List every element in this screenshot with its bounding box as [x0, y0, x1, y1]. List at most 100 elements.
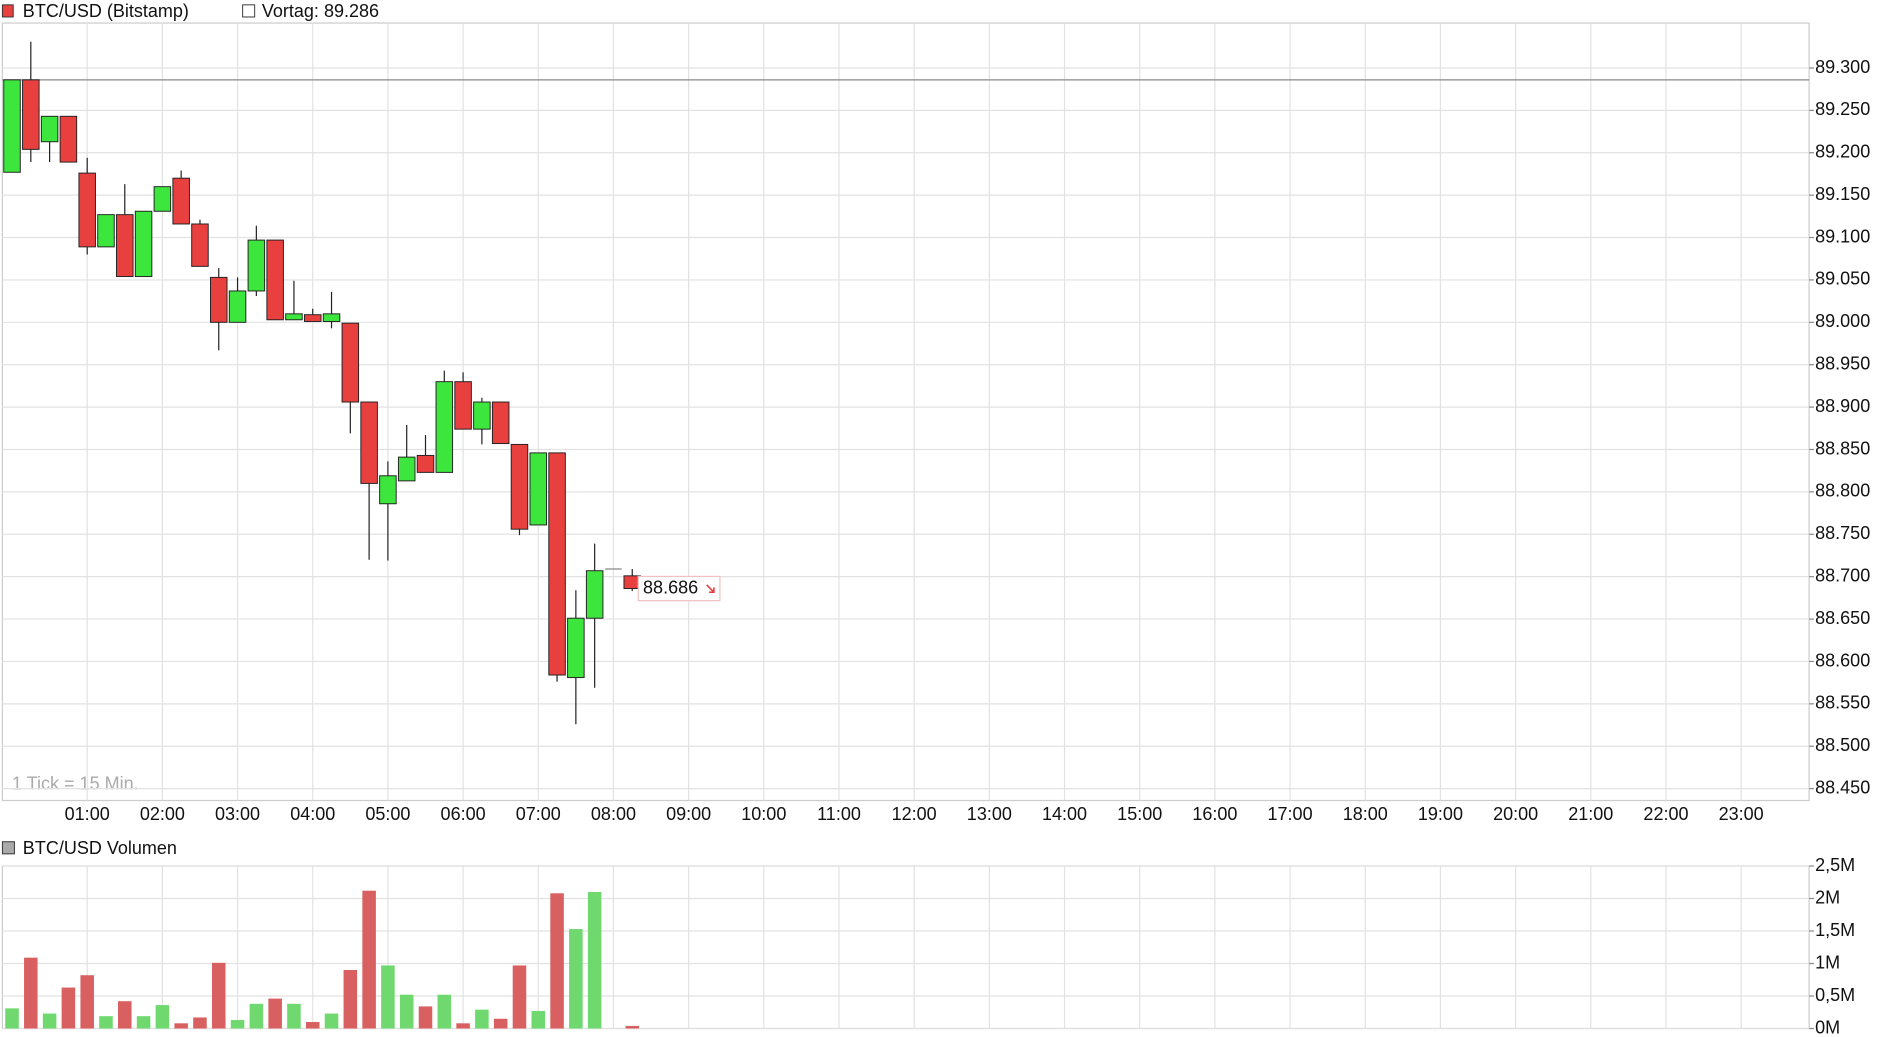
- y-tick-label: 0M: [1815, 1017, 1840, 1037]
- candle-body: [473, 401, 491, 430]
- x-tick-label: 19:00: [1418, 804, 1463, 824]
- candle-body: [397, 456, 416, 482]
- y-tick-label: 88.850: [1815, 438, 1870, 458]
- x-tick-label: 20:00: [1493, 804, 1538, 824]
- volume-bar: [324, 1013, 339, 1029]
- candle-body: [3, 79, 21, 173]
- x-tick-label: 23:00: [1719, 804, 1764, 824]
- x-tick-label: 21:00: [1568, 804, 1613, 824]
- volume-bar: [569, 929, 583, 1029]
- y-tick-label: 0,5M: [1815, 985, 1855, 1005]
- volume-bar: [268, 998, 282, 1029]
- previous-close-label: Vortag: 89.286: [262, 1, 379, 21]
- y-tick-label: 89.000: [1815, 311, 1870, 331]
- volume-bar: [193, 1017, 207, 1029]
- candle-body: [210, 276, 228, 323]
- volume-bar: [456, 1023, 470, 1029]
- x-tick-label: 10:00: [741, 804, 786, 824]
- y-tick-label: 88.650: [1815, 608, 1870, 628]
- y-tick-label: 89.150: [1815, 184, 1870, 204]
- volume-bar: [155, 1005, 170, 1029]
- plot-layer: 01:00 02:00 03:00 04:00 05:00 06:00 07:00 08:00…: [2, 23, 1870, 1037]
- candle-body: [191, 223, 209, 267]
- volume-bar: [249, 1003, 264, 1029]
- x-tick-label: 05:00: [365, 804, 410, 824]
- last-price-label: 88.686: [643, 577, 698, 597]
- volume-bar: [587, 891, 602, 1029]
- candle-body: [416, 454, 435, 473]
- x-tick-label: 17:00: [1268, 804, 1313, 824]
- volume-bar: [99, 1016, 113, 1029]
- x-tick-label: 15:00: [1117, 804, 1162, 824]
- candle-body: [40, 115, 59, 143]
- x-tick-label: 12:00: [892, 804, 937, 824]
- candle-body: [153, 186, 172, 212]
- x-tick-label: 13:00: [967, 804, 1012, 824]
- candle-body: [341, 322, 360, 403]
- y-tick-label: 2M: [1815, 887, 1840, 907]
- volume-bar: [343, 970, 358, 1029]
- candle-body: [548, 452, 566, 676]
- y-tick-label: 88.800: [1815, 481, 1870, 501]
- candle-body: [585, 570, 604, 619]
- candle-body: [134, 210, 153, 278]
- x-tick-label: 04:00: [290, 804, 335, 824]
- volume-bar: [625, 1025, 640, 1029]
- y-tick-label: 89.300: [1815, 57, 1870, 77]
- candle-body: [228, 290, 247, 323]
- volume-bar: [418, 1006, 433, 1029]
- volume-bar: [362, 890, 376, 1029]
- candle-body: [247, 239, 266, 292]
- x-tick-label: 06:00: [441, 804, 486, 824]
- volume-bar: [550, 893, 564, 1029]
- candle-body: [22, 79, 40, 150]
- x-tick-label: 09:00: [666, 804, 711, 824]
- y-tick-label: 89.100: [1815, 226, 1870, 246]
- chart-title: BTC/USD (Bitstamp): [23, 1, 189, 21]
- volume-bar: [531, 1010, 546, 1029]
- x-tick-label: 18:00: [1343, 804, 1388, 824]
- volume-bar: [61, 987, 76, 1029]
- candle-body: [322, 313, 341, 322]
- y-tick-label: 88.550: [1815, 693, 1870, 713]
- candle-body: [285, 313, 303, 321]
- candle-body: [435, 381, 454, 473]
- x-tick-label: 01:00: [65, 804, 110, 824]
- price-panel: [1, 22, 1810, 802]
- y-tick-label: 89.050: [1815, 269, 1870, 289]
- candle-body: [303, 314, 322, 322]
- volume-bar: [24, 957, 38, 1029]
- x-tick-label: 22:00: [1643, 804, 1688, 824]
- x-tick-label: 08:00: [591, 804, 636, 824]
- trend-arrow: [706, 584, 715, 593]
- candle-body: [59, 115, 78, 163]
- y-tick-label: 89.250: [1815, 99, 1870, 119]
- candle-body: [454, 381, 472, 430]
- volume-bar: [230, 1020, 245, 1029]
- y-tick-label: 88.950: [1815, 353, 1870, 373]
- y-tick-label: 88.500: [1815, 735, 1870, 755]
- last-price-box: [637, 575, 721, 602]
- volume-bar: [5, 1008, 19, 1029]
- x-tick-label: 02:00: [140, 804, 185, 824]
- candle-body: [266, 239, 284, 321]
- volume-bar: [305, 1022, 320, 1029]
- legend-swatch: [1, 4, 14, 18]
- volume-bar: [80, 975, 94, 1029]
- volume-title: BTC/USD Volumen: [23, 838, 177, 858]
- candle-body: [97, 214, 115, 248]
- volume-bar: [493, 1018, 508, 1029]
- volume-bar: [42, 1013, 57, 1029]
- volume-bar: [475, 1009, 489, 1029]
- legend-swatch: [242, 4, 256, 18]
- x-tick-label: 16:00: [1192, 804, 1237, 824]
- x-tick-label: 11:00: [817, 804, 861, 824]
- candle-body: [172, 177, 190, 225]
- y-tick-label: 88.600: [1815, 650, 1870, 670]
- volume-bar: [399, 994, 414, 1029]
- candle-body: [78, 172, 96, 248]
- candle-body: [491, 401, 510, 445]
- volume-bar: [381, 965, 395, 1029]
- candle-body: [567, 617, 585, 679]
